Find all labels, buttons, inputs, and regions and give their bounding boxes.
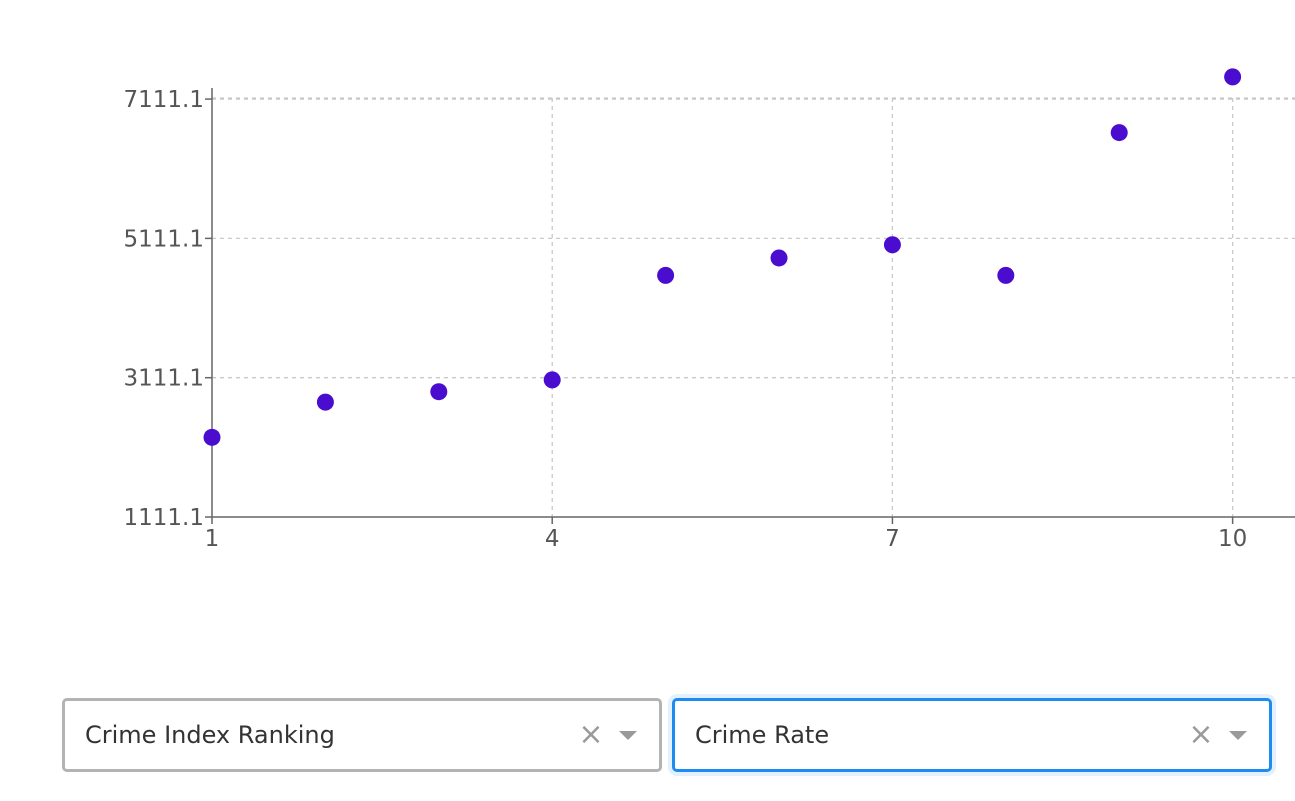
scatter-chart: 1111.1 3111.1 5111.1 7111.1 1 4 7 10	[124, 68, 1295, 552]
chevron-down-icon[interactable]	[619, 730, 637, 740]
data-point[interactable]	[543, 371, 561, 389]
data-point[interactable]	[316, 393, 334, 411]
data-point[interactable]	[657, 266, 675, 284]
x-tick-label: 1	[205, 526, 220, 552]
axes: 1111.1 3111.1 5111.1 7111.1 1 4 7 10	[124, 87, 1295, 552]
data-point[interactable]	[1110, 124, 1128, 142]
data-point[interactable]	[203, 428, 221, 446]
grid	[212, 97, 1295, 517]
y-tick-label: 3111.1	[124, 366, 204, 392]
x-axis-select-value: Crime Index Ranking	[85, 721, 335, 749]
x-tick-label: 10	[1218, 526, 1247, 552]
y-axis-select[interactable]: Crime Rate ×	[672, 698, 1272, 772]
data-point[interactable]	[1224, 68, 1242, 86]
clear-icon[interactable]: ×	[578, 717, 604, 752]
clear-icon[interactable]: ×	[1188, 717, 1214, 752]
y-tick-label: 1111.1	[124, 505, 204, 531]
y-tick-label: 5111.1	[124, 226, 204, 252]
data-point[interactable]	[430, 383, 448, 401]
data-points	[203, 68, 1242, 446]
chevron-down-icon[interactable]	[1229, 730, 1247, 740]
x-tick-label: 7	[885, 526, 900, 552]
x-axis-select[interactable]: Crime Index Ranking ×	[62, 698, 662, 772]
data-point[interactable]	[997, 266, 1015, 284]
y-axis-select-value: Crime Rate	[695, 721, 830, 749]
x-tick-label: 4	[545, 526, 560, 552]
data-point[interactable]	[770, 249, 788, 267]
data-point[interactable]	[883, 236, 901, 254]
y-tick-label: 7111.1	[124, 87, 204, 113]
